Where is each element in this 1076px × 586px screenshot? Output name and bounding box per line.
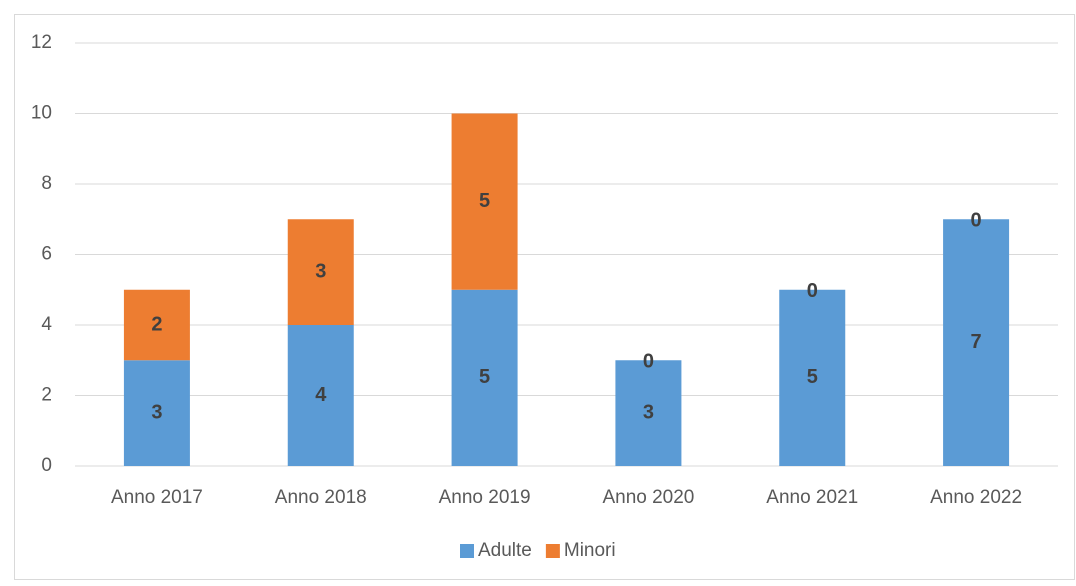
- data-label: 5: [479, 190, 490, 212]
- data-label: 3: [315, 260, 326, 282]
- bar: [943, 219, 1010, 466]
- x-tick-label: Anno 2018: [275, 487, 367, 508]
- data-label: 0: [971, 210, 982, 232]
- bar: [451, 113, 518, 290]
- data-label: 4: [315, 384, 327, 406]
- data-label: 3: [643, 401, 654, 423]
- bar: [287, 325, 354, 466]
- x-tick-label: Anno 2020: [602, 487, 694, 508]
- data-label: 5: [479, 366, 490, 388]
- data-label: 0: [643, 351, 654, 373]
- x-tick-label: Anno 2022: [930, 487, 1022, 508]
- x-tick-label: Anno 2021: [766, 487, 858, 508]
- y-tick-label: 4: [41, 314, 52, 335]
- chart-border: [14, 14, 1075, 580]
- data-label: 2: [151, 313, 162, 335]
- bar: [123, 360, 190, 466]
- bar: [615, 360, 682, 466]
- y-tick-label: 10: [31, 103, 52, 124]
- bar: [123, 289, 190, 361]
- data-label: 3: [151, 401, 162, 423]
- y-tick-label: 6: [41, 244, 52, 265]
- legend-label: Adulte: [478, 540, 532, 561]
- legend-label: Minori: [564, 540, 616, 561]
- data-label: 7: [971, 331, 982, 353]
- data-label: 0: [807, 280, 818, 302]
- y-tick-label: 0: [41, 455, 52, 476]
- bar: [451, 289, 518, 466]
- legend-swatch: [545, 544, 560, 558]
- y-tick-label: 2: [41, 385, 52, 406]
- bar: [287, 219, 354, 325]
- legend-swatch: [460, 544, 474, 558]
- bar: [779, 289, 846, 466]
- y-tick-label: 8: [41, 173, 52, 194]
- x-tick-label: Anno 2019: [439, 487, 531, 508]
- data-label: 5: [807, 366, 818, 388]
- x-tick-label: Anno 2017: [111, 487, 203, 508]
- y-tick-label: 12: [31, 32, 52, 53]
